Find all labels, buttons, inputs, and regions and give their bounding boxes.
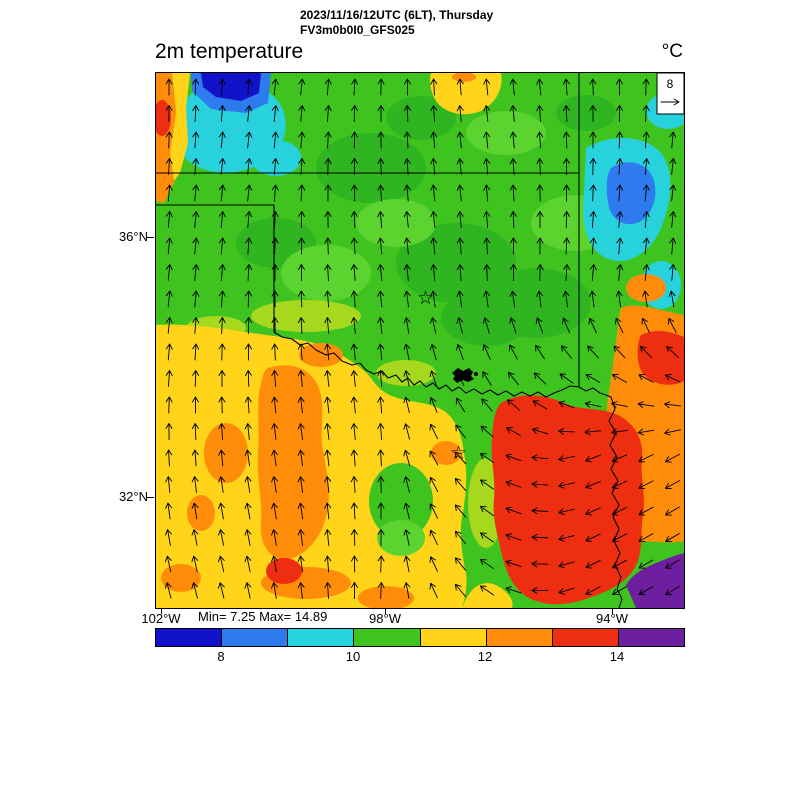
colorbar-segment bbox=[354, 629, 421, 646]
wind-arrows bbox=[164, 78, 681, 599]
green-mottle bbox=[236, 95, 621, 346]
colorbar-segment bbox=[552, 629, 619, 646]
map-frame: ☆ ☆ 8 bbox=[153, 72, 690, 610]
lon-label-94w: 94°W bbox=[596, 611, 628, 626]
colorbar bbox=[155, 628, 685, 647]
lat-tick-36n bbox=[147, 237, 154, 238]
header-model-name: FV3m0b0I0_GFS025 bbox=[300, 23, 415, 37]
colorbar-segment bbox=[420, 629, 487, 646]
state-borders bbox=[155, 72, 623, 609]
lat-label-32n: 32°N bbox=[118, 489, 148, 504]
header-valid-time: 2023/11/16/12UTC (6LT), Thursday bbox=[300, 8, 494, 22]
reference-vector-box: 8 bbox=[656, 72, 685, 115]
lon-label-98w: 98°W bbox=[369, 611, 401, 626]
west-edge-warm-strip bbox=[153, 73, 190, 203]
colorbar-tick-label: 10 bbox=[345, 649, 361, 664]
colorbar-segment bbox=[486, 629, 553, 646]
reference-vector-value: 8 bbox=[667, 77, 674, 91]
colorbar-tick-label: 12 bbox=[477, 649, 493, 664]
colorbar-tick-label: 8 bbox=[217, 649, 225, 664]
station-markers: ☆ ☆ bbox=[417, 288, 467, 464]
colorbar-segment bbox=[618, 629, 684, 646]
lon-tick-102w bbox=[161, 608, 162, 614]
colorbar-tick-labels: 8 10 12 14 bbox=[155, 649, 683, 665]
minmax-label: Min= 7.25 Max= 14.89 bbox=[198, 609, 328, 624]
temperature-map: ☆ ☆ 8 bbox=[153, 72, 690, 610]
colorbar-segment bbox=[156, 629, 223, 646]
star-marker-north: ☆ bbox=[417, 288, 434, 309]
star-marker-south: ☆ bbox=[450, 443, 467, 464]
lon-label-102w: 102°W bbox=[141, 611, 181, 626]
texas-east-border bbox=[608, 396, 623, 609]
reference-arrow-icon bbox=[660, 98, 680, 106]
colorbar-segment bbox=[288, 629, 355, 646]
colorbar-tick-label: 14 bbox=[609, 649, 625, 664]
map-title: 2m temperature bbox=[155, 40, 304, 63]
figure-header: 2023/11/16/12UTC (6LT), Thursday FV3m0b0… bbox=[300, 8, 493, 38]
lon-tick-94w bbox=[612, 608, 613, 614]
cold-patches-northwest bbox=[175, 73, 301, 176]
temperature-field bbox=[153, 72, 690, 610]
lat-tick-32n bbox=[147, 497, 154, 498]
red-river-border bbox=[273, 331, 612, 398]
lake-texoma bbox=[452, 368, 478, 383]
units-label: °C bbox=[661, 41, 683, 62]
colorbar-segment bbox=[222, 629, 289, 646]
lat-label-36n: 36°N bbox=[118, 229, 148, 244]
lon-tick-98w bbox=[385, 608, 386, 614]
